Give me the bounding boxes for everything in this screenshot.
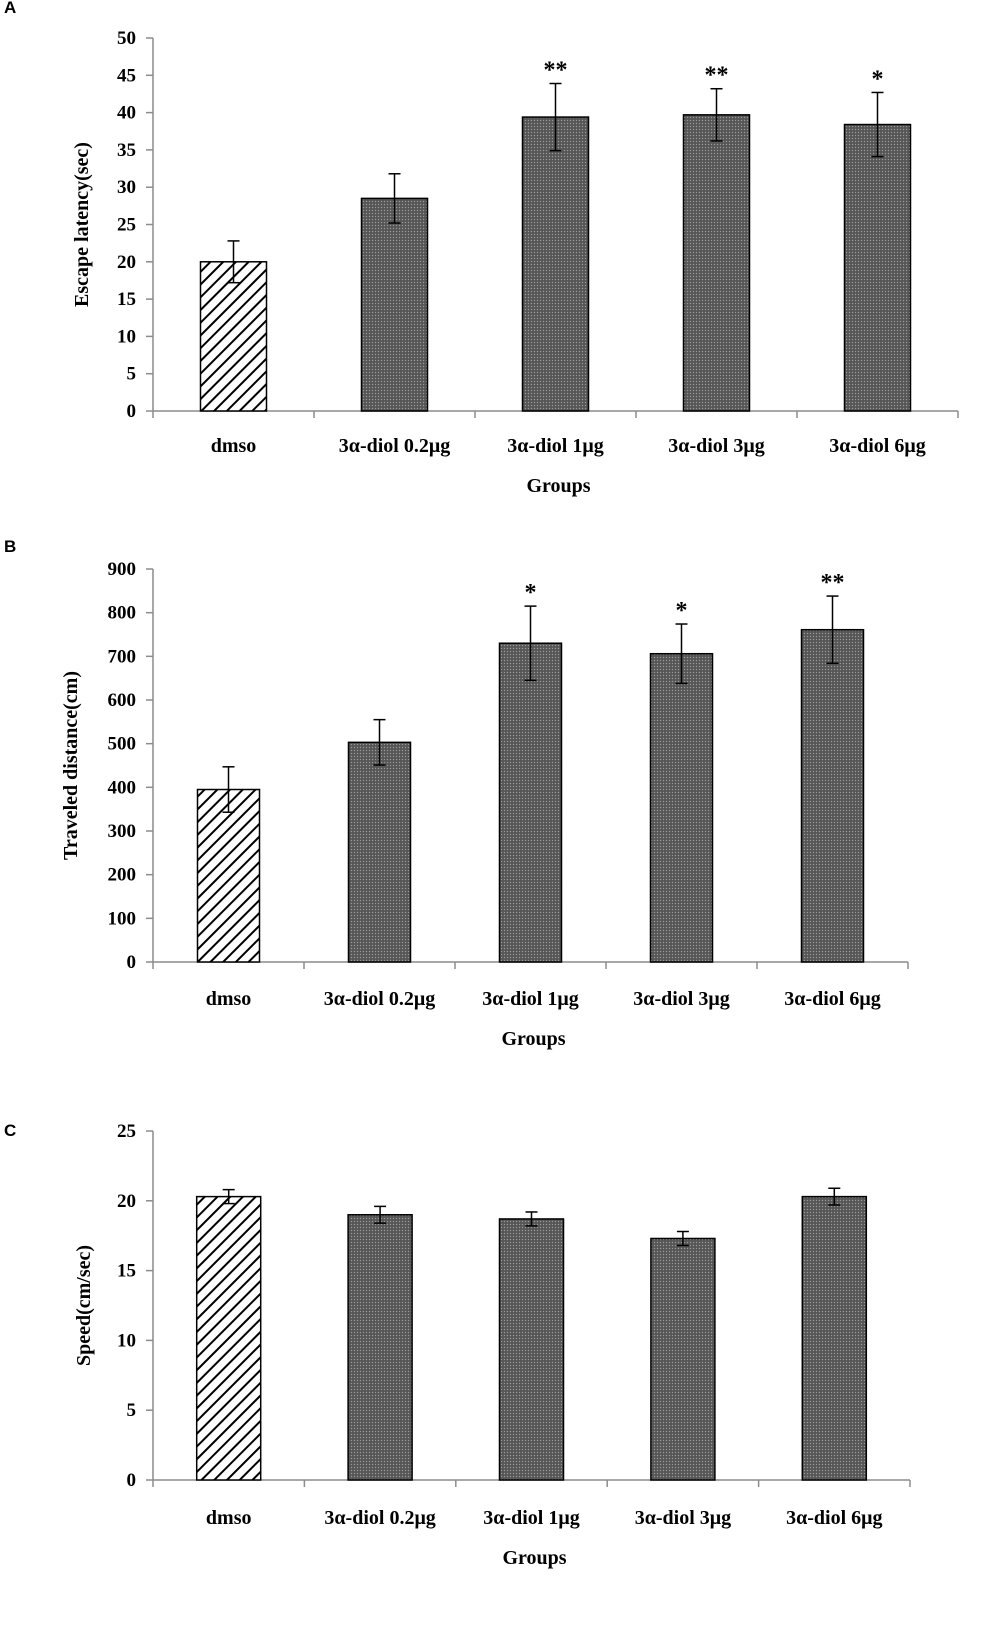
y-tick-label: 900 xyxy=(108,559,137,580)
x-category-label: 3α-diol 1μg xyxy=(507,435,603,457)
y-tick-label: 35 xyxy=(117,140,136,161)
error-bar-5 xyxy=(828,1187,841,1206)
bar-4 xyxy=(650,1237,716,1481)
bar-4 xyxy=(682,114,751,412)
panel-letter-c: C xyxy=(4,1121,16,1140)
error-bar-4 xyxy=(675,623,688,685)
x-category-label: dmso xyxy=(206,1507,252,1529)
panel-letter-b: B xyxy=(4,537,16,556)
y-axis-title: Escape latency(sec) xyxy=(71,142,93,307)
y-axis-title: Traveled distance(cm) xyxy=(60,671,82,860)
bar-4 xyxy=(649,652,714,963)
y-tick-label: 0 xyxy=(127,952,137,973)
y-tick-label: 0 xyxy=(127,1470,137,1491)
x-axis-title: Groups xyxy=(501,1028,565,1050)
bar-5 xyxy=(800,628,865,963)
significance-label: ** xyxy=(821,570,845,596)
x-category-label: 3α-diol 3μg xyxy=(668,435,764,457)
bar-5 xyxy=(801,1195,868,1481)
y-tick-label: 15 xyxy=(117,1261,136,1282)
x-category-label: 3α-diol 1μg xyxy=(483,1507,579,1529)
error-bar-3 xyxy=(525,1211,538,1227)
y-tick-label: 700 xyxy=(108,646,137,667)
x-axis-title: Groups xyxy=(526,475,590,497)
error-bar-3 xyxy=(549,82,562,152)
bar-2 xyxy=(360,197,429,412)
y-tick-label: 600 xyxy=(108,690,137,711)
x-category-label: 3α-diol 3μg xyxy=(633,988,729,1010)
error-bar-2 xyxy=(388,173,401,224)
y-tick-label: 10 xyxy=(117,326,136,347)
y-tick-label: 500 xyxy=(108,734,137,755)
error-bar-2 xyxy=(373,718,386,766)
error-bar-5 xyxy=(871,91,884,158)
significance-label: * xyxy=(525,580,537,606)
x-category-label: dmso xyxy=(211,435,257,457)
chart-panel-c: 0 5 10 15 20 25 dmso 3α-diol 0.2μg 3α-diol 1μg 3α… xyxy=(73,1121,911,1569)
chart-panel-a: 0 5 10 15 20 25 30 35 40 45 50 dmso 3α-diol 0.2μg ** 3… xyxy=(71,28,959,497)
y-tick-label: 300 xyxy=(108,821,137,842)
error-bar-4 xyxy=(676,1230,689,1247)
x-category-label: 3α-diol 6μg xyxy=(829,435,925,457)
error-bar-5 xyxy=(826,595,839,665)
y-tick-label: 10 xyxy=(117,1330,136,1351)
error-bar-1 xyxy=(222,766,235,813)
y-tick-label: 20 xyxy=(117,252,136,273)
error-bar-1 xyxy=(227,240,240,284)
chart-panel-b: 0 100 200 300 400 500 600 700 800 900 dmso 3α-diol … xyxy=(60,559,909,1050)
bar-3 xyxy=(521,116,590,412)
bar-3 xyxy=(498,1218,565,1481)
bar-5 xyxy=(843,123,912,412)
y-tick-label: 100 xyxy=(108,908,137,929)
significance-label: * xyxy=(676,598,688,624)
y-tick-label: 25 xyxy=(117,1121,136,1142)
y-tick-label: 400 xyxy=(108,777,137,798)
y-tick-label: 25 xyxy=(117,215,136,236)
y-tick-label: 200 xyxy=(108,865,137,886)
y-tick-label: 45 xyxy=(117,65,136,86)
y-tick-label: 5 xyxy=(127,1400,137,1421)
bar-2 xyxy=(347,741,412,963)
y-tick-label: 15 xyxy=(117,289,136,310)
bar-3 xyxy=(498,642,563,963)
error-bar-3 xyxy=(524,605,537,682)
bar-1 xyxy=(195,1195,262,1481)
y-tick-label: 30 xyxy=(117,177,136,198)
y-tick-label: 800 xyxy=(108,603,137,624)
panel-letter-a: A xyxy=(4,0,16,17)
x-category-label: 3α-diol 1μg xyxy=(482,988,578,1010)
x-category-label: 3α-diol 6μg xyxy=(784,988,880,1010)
error-bar-2 xyxy=(374,1205,387,1224)
error-bar-1 xyxy=(222,1188,235,1205)
bar-1 xyxy=(196,788,261,963)
x-category-label: 3α-diol 0.2μg xyxy=(324,988,435,1010)
significance-label: ** xyxy=(544,58,568,84)
bar-1 xyxy=(199,261,268,412)
significance-label: * xyxy=(872,66,884,92)
significance-label: ** xyxy=(705,63,729,89)
y-tick-label: 0 xyxy=(127,401,137,422)
bar-2 xyxy=(347,1214,413,1481)
x-axis-title: Groups xyxy=(502,1547,566,1569)
x-category-label: 3α-diol 0.2μg xyxy=(339,435,450,457)
x-category-label: 3α-diol 0.2μg xyxy=(324,1507,435,1529)
x-category-label: 3α-diol 3μg xyxy=(635,1507,731,1529)
y-tick-label: 20 xyxy=(117,1191,136,1212)
y-tick-label: 50 xyxy=(117,28,136,49)
x-category-label: 3α-diol 6μg xyxy=(786,1507,882,1529)
y-tick-label: 5 xyxy=(127,364,137,385)
y-tick-label: 40 xyxy=(117,103,136,124)
error-bar-4 xyxy=(710,87,723,142)
x-category-label: dmso xyxy=(206,988,252,1010)
y-axis-title: Speed(cm/sec) xyxy=(73,1245,95,1366)
